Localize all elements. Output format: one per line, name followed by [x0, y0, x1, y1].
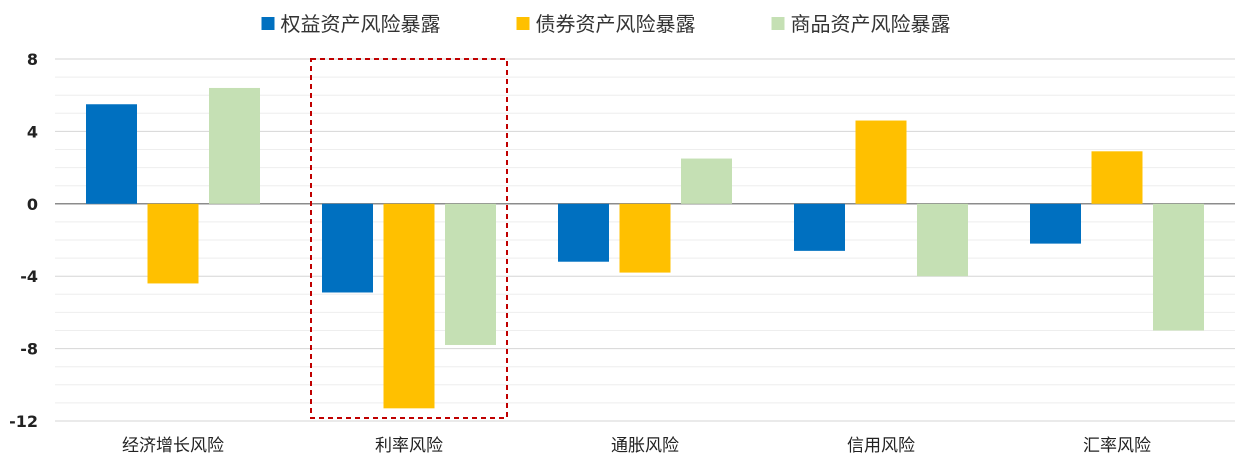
bars-group	[86, 87, 1204, 409]
x-category-label: 通胀风险	[611, 436, 679, 456]
legend-swatch	[516, 17, 530, 30]
x-category-label: 经济增长风险	[122, 436, 224, 456]
bar-series3-cat5	[1153, 203, 1204, 331]
legend-label: 权益资产风险暴露	[281, 12, 441, 36]
bar-series2-cat3	[619, 203, 671, 273]
highlight-box	[310, 58, 508, 419]
bar-series3-cat4	[917, 203, 968, 277]
y-tick-label: 8	[27, 50, 38, 69]
y-tick-label: 0	[27, 195, 38, 214]
x-category-label: 汇率风险	[1083, 436, 1151, 456]
x-category-label: 利率风险	[375, 436, 443, 456]
x-category-label: 信用风险	[847, 436, 915, 456]
y-tick-label: -8	[20, 340, 38, 359]
bar-series2-cat1	[147, 203, 199, 284]
bar-series2-cat2	[383, 203, 435, 409]
y-axis-ticks: 8 4 0 -4 -8 -12	[9, 50, 38, 431]
bar-series1-cat1	[86, 104, 137, 204]
bar-series3-cat1	[209, 87, 260, 204]
bar-series1-cat4	[794, 203, 845, 251]
bar-series1-cat5	[1030, 203, 1081, 244]
bar-series1-cat3	[558, 203, 609, 262]
legend: 权益资产风险暴露 债券资产风险暴露 商品资产风险暴露	[261, 12, 951, 36]
bar-series2-cat4	[855, 120, 907, 204]
y-tick-label: -4	[20, 267, 38, 286]
y-tick-label: -12	[9, 412, 38, 431]
bar-series3-cat3	[681, 158, 732, 204]
legend-swatch	[771, 17, 785, 30]
legend-swatch	[261, 17, 275, 30]
bar-series2-cat5	[1091, 151, 1143, 204]
highlight-dashed-box	[310, 58, 508, 419]
bar-series1-cat2	[322, 203, 373, 293]
bar-series3-cat2	[445, 203, 496, 345]
x-axis-categories: 经济增长风险 利率风险 通胀风险 信用风险 汇率风险	[122, 436, 1151, 456]
y-tick-label: 4	[27, 122, 38, 141]
legend-label: 商品资产风险暴露	[791, 12, 951, 36]
legend-label: 债券资产风险暴露	[536, 12, 696, 36]
